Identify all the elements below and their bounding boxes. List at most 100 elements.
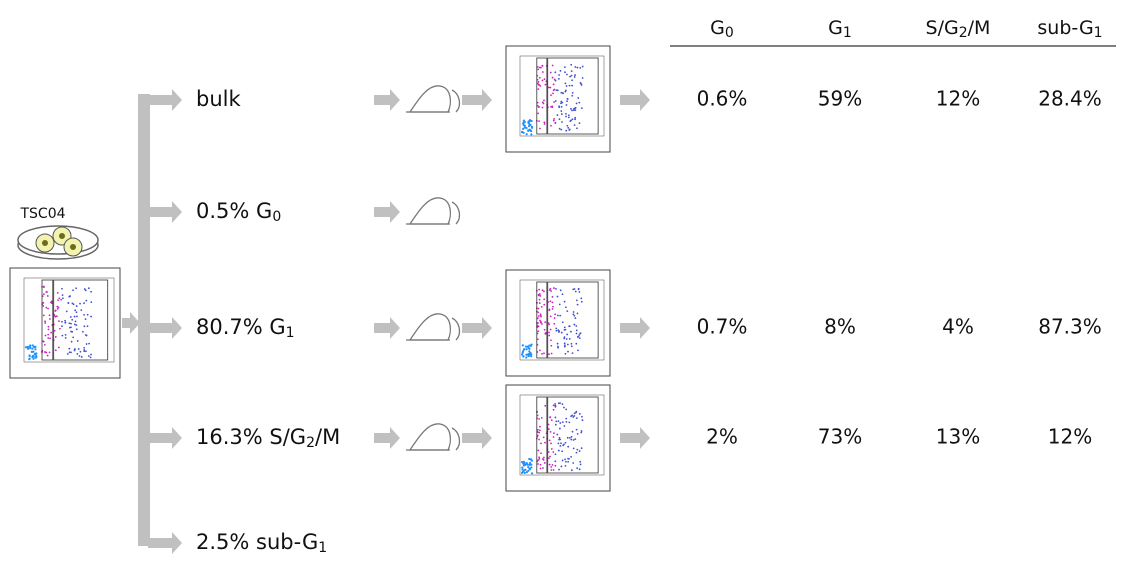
plot-dot	[538, 432, 540, 434]
plot-dot	[527, 129, 529, 131]
source-label: TSC04	[19, 206, 65, 222]
plot-dot	[569, 85, 571, 87]
plot-dot	[540, 321, 542, 323]
plot-dot	[549, 439, 551, 441]
plot-dot	[79, 303, 81, 305]
plot-dot	[538, 325, 540, 327]
plot-dot	[523, 132, 525, 134]
plot-dot	[572, 313, 574, 315]
plot-dot	[85, 350, 87, 352]
plot-dot	[574, 74, 576, 76]
plot-dot	[581, 301, 583, 303]
plot-dot	[564, 458, 566, 460]
plot-dot	[565, 418, 567, 420]
plot-dot	[79, 355, 81, 357]
text-part: 80.7% G	[196, 315, 286, 339]
subscript: 0	[725, 25, 734, 41]
plot-dot	[566, 74, 568, 76]
plot-dot	[43, 315, 45, 317]
branch-arrow	[148, 427, 182, 449]
plot-dot	[553, 404, 555, 406]
plot-dot	[576, 333, 578, 335]
plot-dot	[552, 77, 554, 79]
plot-dot	[562, 421, 564, 423]
plot-dot	[558, 450, 560, 452]
plot-dot	[553, 83, 555, 85]
plot-dot	[570, 64, 572, 66]
page: {"source": {"label": "TSC04"}, "branches…	[0, 0, 1129, 568]
plot-dot	[28, 358, 30, 360]
plot-dot	[47, 337, 49, 339]
plot-dot	[31, 356, 33, 358]
trunk	[138, 94, 150, 546]
plot-dot	[563, 407, 565, 409]
plot-dot	[565, 130, 567, 132]
plot-dot	[573, 311, 575, 313]
plot-dot	[84, 288, 86, 290]
plot-dot	[567, 344, 569, 346]
plot-dot	[56, 315, 58, 317]
plot-dot	[542, 289, 544, 291]
plot-dot	[572, 462, 574, 464]
plot-dot	[46, 291, 48, 293]
plot-dot	[523, 348, 525, 350]
plot-dot	[522, 355, 524, 357]
arrow	[620, 89, 650, 111]
plot-dot	[560, 110, 562, 112]
plot-dot	[571, 110, 573, 112]
plot-dot	[47, 295, 49, 297]
plot-dot	[557, 420, 559, 422]
plot-dot	[541, 353, 543, 355]
plot-dot	[553, 118, 555, 120]
plot-dot	[62, 294, 64, 296]
plot-dot	[525, 354, 527, 356]
plot-dot	[558, 74, 560, 76]
plot-dot	[564, 346, 566, 348]
plot-dot	[90, 291, 92, 293]
plot-dot	[566, 125, 568, 127]
plot-dot	[561, 113, 563, 115]
plot-dot	[564, 301, 566, 303]
diagram: TSC04 bulk0.6%59%12%28.4%0.5% G0​80.7% G…	[0, 0, 1129, 568]
plot-dot	[90, 354, 92, 356]
plot-dot	[538, 308, 540, 310]
plot-dot	[548, 457, 550, 459]
plot-dot	[577, 97, 579, 99]
plot-dot	[29, 347, 31, 349]
branch-label: 2.5% sub-G1​	[196, 530, 327, 556]
plot-dot	[61, 325, 63, 327]
plot-dot	[58, 347, 60, 349]
plot-dot	[558, 105, 560, 107]
arrow	[374, 317, 400, 339]
plot-dot	[578, 334, 580, 336]
subscript: 2	[959, 25, 968, 41]
plot-dot	[25, 346, 27, 348]
plot-dot	[543, 304, 545, 306]
plot-dot	[544, 405, 546, 407]
plot-dot	[83, 350, 85, 352]
plot-dot	[574, 117, 576, 119]
plot-dot	[560, 466, 562, 468]
plot-dot	[581, 416, 583, 418]
plot-dot	[58, 320, 60, 322]
plot-dot	[65, 334, 67, 336]
plot-dot	[551, 448, 553, 450]
plot-dot	[540, 67, 542, 69]
plot-dot	[85, 318, 87, 320]
branch-label: 16.3% S/G2​/M	[196, 425, 340, 451]
plot-dot	[75, 324, 77, 326]
plot-dot	[538, 81, 540, 83]
plot-dot	[559, 118, 561, 120]
plot-dot	[528, 458, 530, 460]
plot-dot	[537, 88, 539, 90]
plot-dot	[55, 349, 57, 351]
subscript: 1	[843, 25, 852, 41]
plot-dot	[550, 106, 552, 108]
plot-dot	[77, 340, 79, 342]
plot-dot	[71, 341, 73, 343]
plot-dot	[538, 106, 540, 108]
plot-dot	[540, 443, 542, 445]
plot-dot	[540, 315, 542, 317]
plot-dot	[554, 417, 556, 419]
plot-dot	[550, 443, 552, 445]
